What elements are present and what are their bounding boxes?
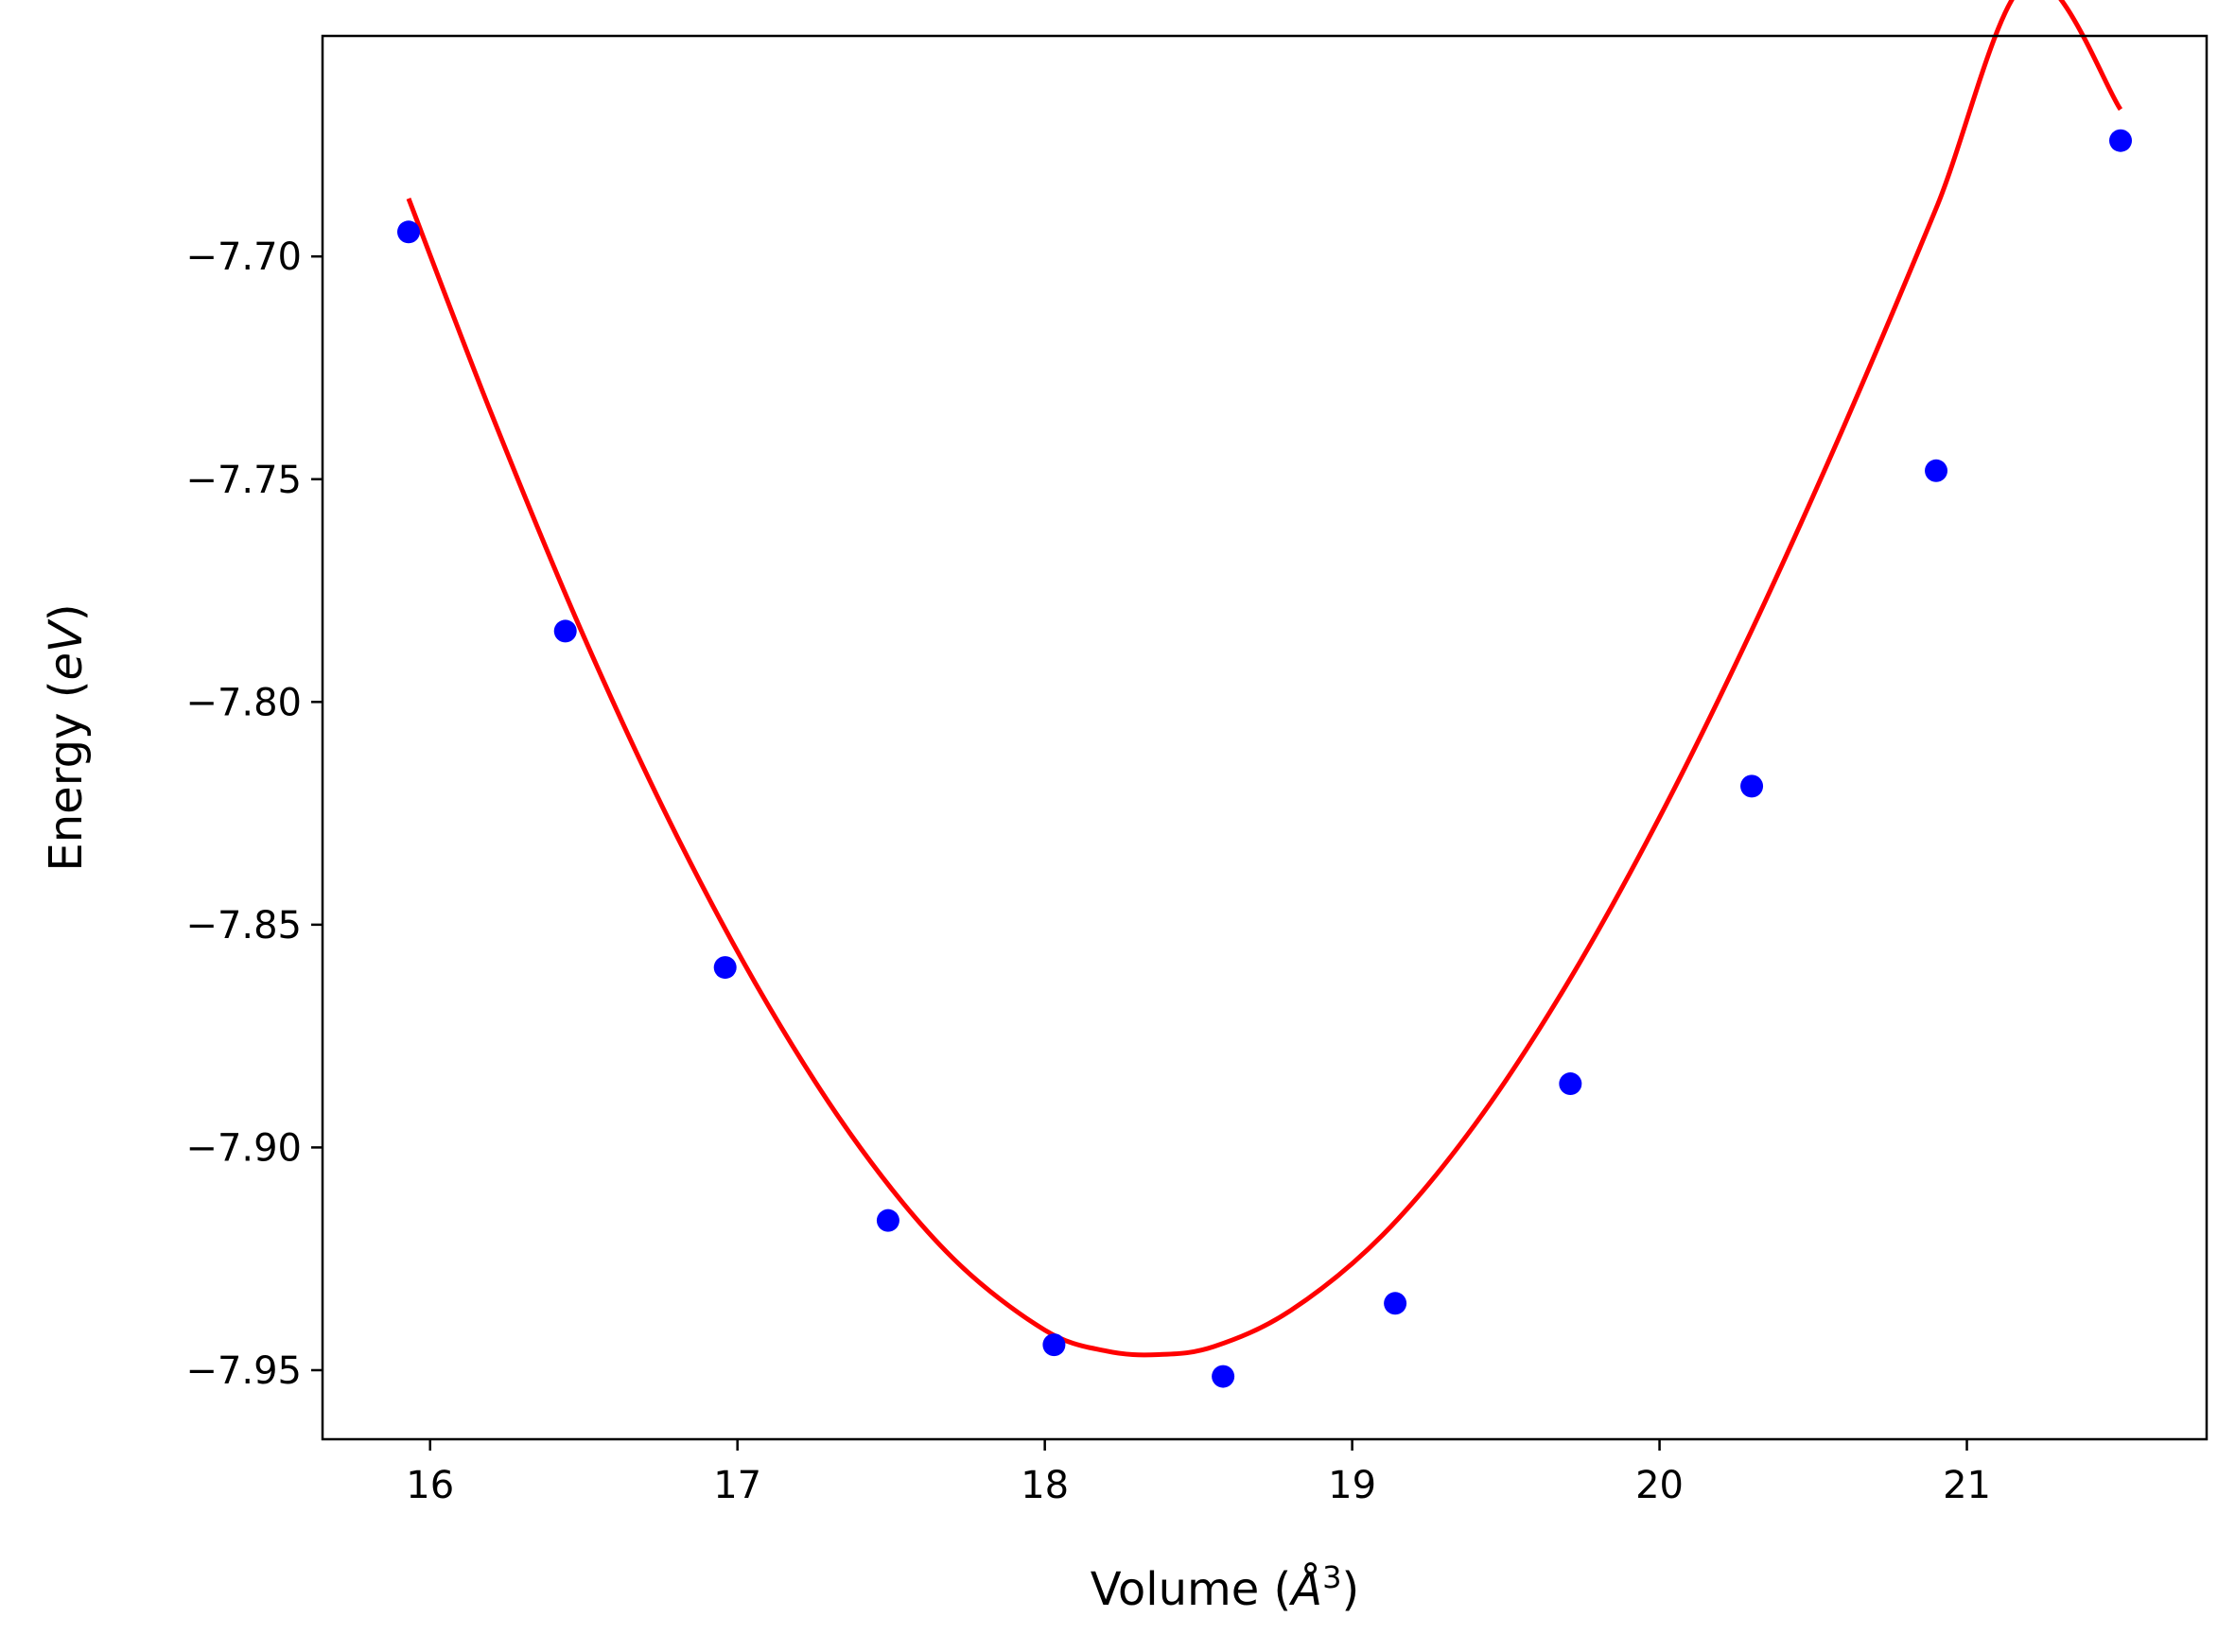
fit-curve <box>406 0 2123 1358</box>
y-axis-label: Energy (eV) <box>40 603 93 871</box>
plot-area <box>396 0 2133 1388</box>
y-tick-label: −7.90 <box>185 1126 302 1170</box>
data-point <box>1212 1365 1235 1388</box>
axes-frame <box>321 34 2209 1441</box>
data-point <box>1925 459 1948 482</box>
y-tick-label: −7.80 <box>185 681 302 724</box>
data-point <box>1384 1292 1407 1315</box>
y-tick-label: −7.95 <box>185 1349 302 1393</box>
data-point <box>1559 1072 1582 1096</box>
data-point <box>553 619 577 643</box>
x-tick-label: 21 <box>1943 1464 1991 1507</box>
data-point <box>713 956 737 980</box>
x-tick-label: 17 <box>713 1464 761 1507</box>
data-point <box>2109 129 2133 152</box>
x-axis-label: Volume (Å3) <box>1091 1559 1359 1616</box>
x-tick-label: 18 <box>1021 1464 1069 1507</box>
data-points <box>396 129 2133 1388</box>
data-point <box>1042 1333 1066 1357</box>
x-axis: 16 17 18 19 20 21 <box>406 1439 1991 1507</box>
y-tick-label: −7.70 <box>185 235 302 279</box>
y-axis: −7.70 −7.75 −7.80 −7.85 −7.90 −7.95 <box>185 235 323 1393</box>
x-tick-label: 19 <box>1328 1464 1376 1507</box>
data-point <box>1740 774 1764 798</box>
y-tick-label: −7.85 <box>185 904 302 948</box>
x-tick-label: 16 <box>406 1464 454 1507</box>
data-point <box>876 1209 899 1232</box>
y-tick-label: −7.75 <box>185 459 302 502</box>
data-point <box>396 220 420 244</box>
x-tick-label: 20 <box>1635 1464 1684 1507</box>
